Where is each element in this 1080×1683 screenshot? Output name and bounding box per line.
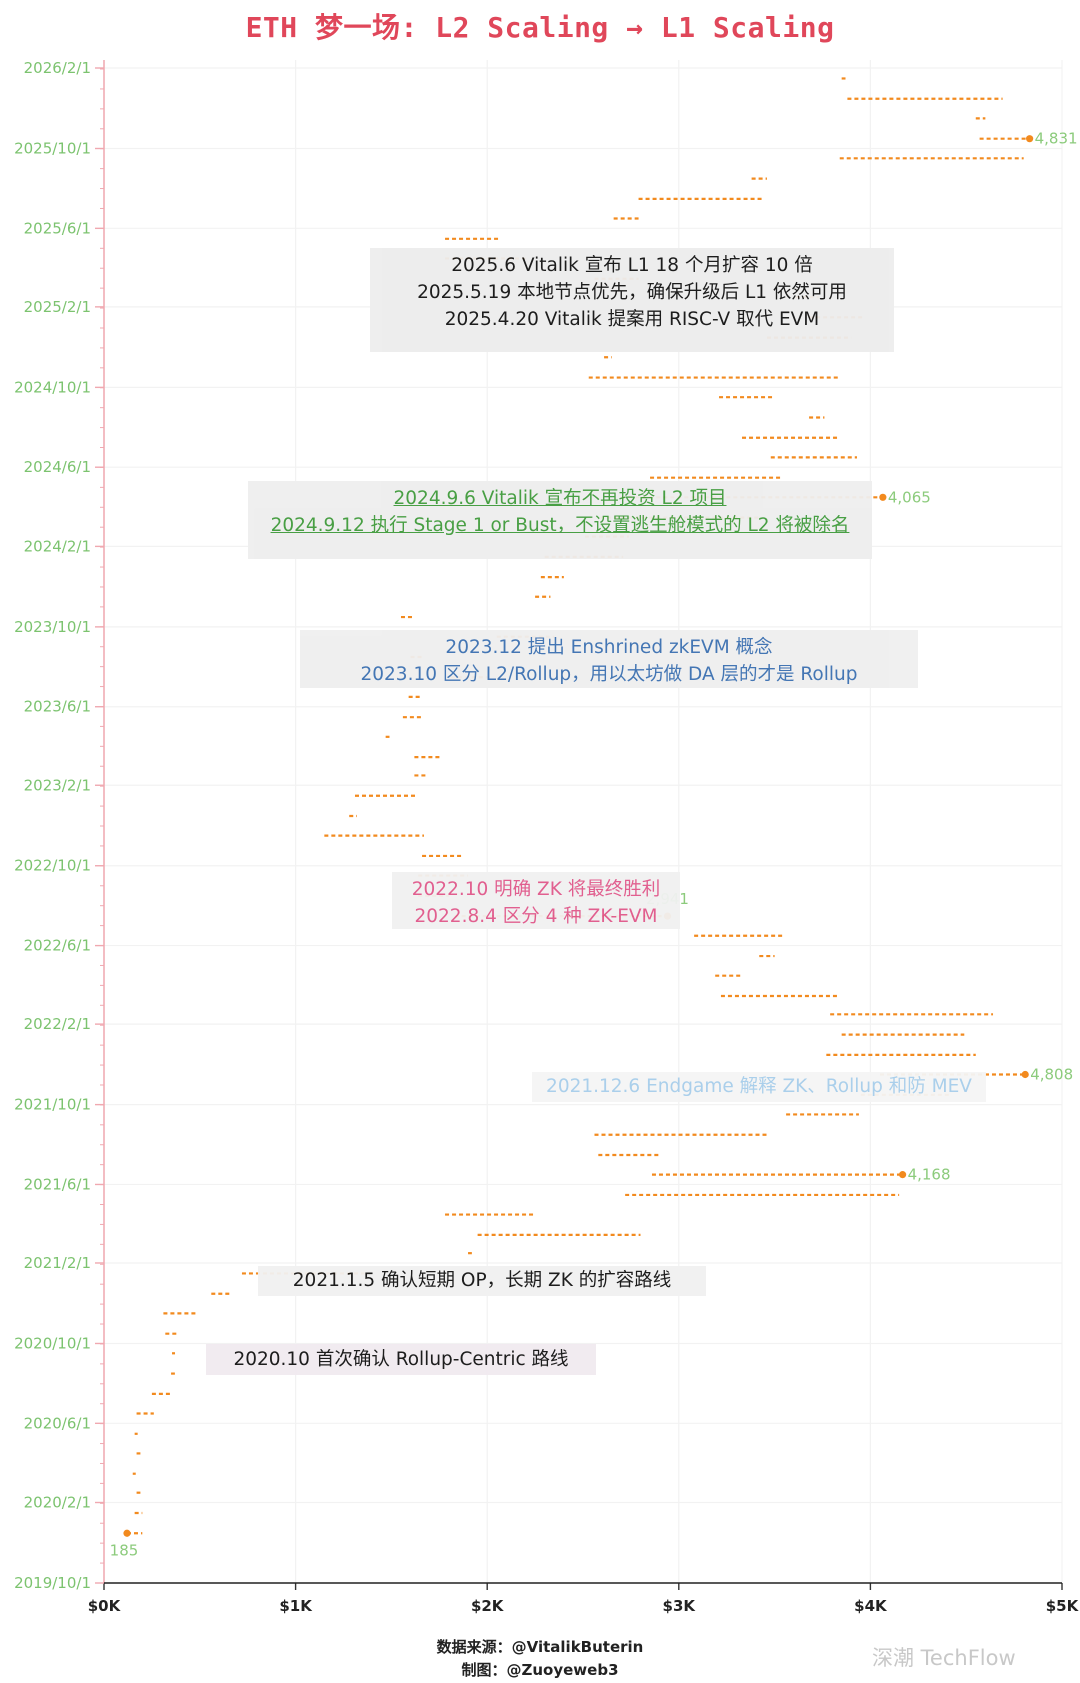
annotation-line: 2021.12.6 Endgame 解释 ZK、Rollup 和防 MEV: [546, 1076, 972, 1097]
annotation-line: 2020.10 首次确认 Rollup-Centric 路线: [233, 1349, 569, 1370]
source-credit: 数据来源：@VitalikButerin: [436, 1638, 644, 1656]
annotation-rollup: 2020.10 首次确认 Rollup-Centric 路线: [206, 1344, 596, 1375]
annotation-line: 2023.12 提出 Enshrined zkEVM 概念: [445, 637, 773, 658]
annotation-l1: 2025.6 Vitalik 宣布 L1 18 个月扩容 10 倍 2025.5.…: [370, 248, 894, 352]
annotation-line: 2022.10 明确 ZK 将最终胜利: [411, 879, 661, 900]
annotation-line: 2023.10 区分 L2/Rollup，用以太坊做 DA 层的才是 Rollu…: [360, 664, 858, 685]
y-tick-label: 2025/2/1: [24, 298, 91, 316]
x-tick-label: $0K: [88, 1597, 122, 1615]
watermark: 深潮 TechFlow: [872, 1646, 1016, 1670]
x-tick-label: $1K: [279, 1597, 313, 1615]
annotation-line: 2021.1.5 确认短期 OP，长期 ZK 的扩容路线: [292, 1270, 672, 1291]
y-tick-label: 2024/2/1: [24, 537, 91, 555]
y-tick-label: 2025/6/1: [24, 219, 91, 237]
y-tick-label: 2023/6/1: [24, 698, 91, 716]
y-tick-label: 2020/6/1: [24, 1414, 91, 1432]
y-tick-label: 2020/2/1: [24, 1494, 91, 1512]
annotation-zkevm: 2023.12 提出 Enshrined zkEVM 概念 2023.10 区分 …: [300, 630, 918, 688]
y-tick-label: 2022/2/1: [24, 1015, 91, 1033]
chart-title: ETH 梦一场: L2 Scaling → L1 Scaling: [245, 11, 835, 44]
annotation-line: 2025.5.19 本地节点优先，确保升级后 L1 依然可用: [417, 282, 847, 303]
y-tick-label: 2025/10/1: [14, 139, 91, 157]
annotation-endgame: 2021.12.6 Endgame 解释 ZK、Rollup 和防 MEV: [532, 1072, 986, 1102]
y-tick-label: 2022/10/1: [14, 857, 91, 875]
annotation-line: 2024.9.6 Vitalik 宣布不再投资 L2 项目: [393, 488, 727, 509]
y-tick-label: 2023/2/1: [24, 776, 91, 794]
price-label: 4,831: [1035, 130, 1078, 148]
price-point: [123, 1529, 131, 1537]
annotation-line: 2025.4.20 Vitalik 提案用 RISC-V 取代 EVM: [444, 309, 820, 330]
annotation-line: 2025.6 Vitalik 宣布 L1 18 个月扩容 10 倍: [451, 255, 813, 276]
x-tick-label: $3K: [663, 1597, 697, 1615]
x-tick-label: $2K: [471, 1597, 505, 1615]
y-tick-label: 2022/6/1: [24, 937, 91, 955]
annotation-line: 2022.8.4 区分 4 种 ZK-EVM: [414, 906, 658, 927]
price-label: 4,808: [1030, 1066, 1073, 1084]
price-label: 185: [110, 1541, 139, 1559]
y-tick-label: 2026/2/1: [24, 59, 91, 77]
price-point: [879, 493, 887, 501]
annotation-zk: 2022.10 明确 ZK 将最终胜利 2022.8.4 区分 4 种 ZK-EV…: [392, 872, 680, 929]
annotation-op: 2021.1.5 确认短期 OP，长期 ZK 的扩容路线: [258, 1266, 706, 1296]
x-tick-label: $4K: [854, 1597, 888, 1615]
annotation-line: 2024.9.12 执行 Stage 1 or Bust，不设置逃生舱模式的 L…: [270, 515, 850, 536]
y-tick-label: 2021/6/1: [24, 1175, 91, 1193]
x-tick-label: $5K: [1046, 1597, 1080, 1615]
price-point: [1021, 1070, 1029, 1079]
y-tick-label: 2024/6/1: [24, 458, 91, 476]
axes: $0K $1K $2K $3K $4K $5K 2019/10/1 2020/2/1 2020/…: [14, 59, 1080, 1615]
y-tick-label: 2019/10/1: [14, 1574, 91, 1592]
y-tick-label: 2024/10/1: [14, 378, 91, 396]
y-tick-label: 2021/2/1: [24, 1254, 91, 1272]
price-label: 4,168: [908, 1166, 951, 1184]
maker-credit: 制图：@Zuoyeweb3: [461, 1661, 619, 1679]
y-tick-label: 2020/10/1: [14, 1334, 91, 1352]
y-tick-label: 2021/10/1: [14, 1096, 91, 1114]
annotation-l2: 2024.9.6 Vitalik 宣布不再投资 L2 项目 2024.9.12 执…: [248, 481, 872, 559]
y-tick-label: 2023/10/1: [14, 618, 91, 636]
price-point: [1026, 135, 1034, 143]
footer: 数据来源：@VitalikButerin 制图：@Zuoyeweb3: [0, 1636, 1080, 1682]
price-point: [898, 1171, 907, 1179]
price-label: 4,065: [888, 488, 931, 506]
